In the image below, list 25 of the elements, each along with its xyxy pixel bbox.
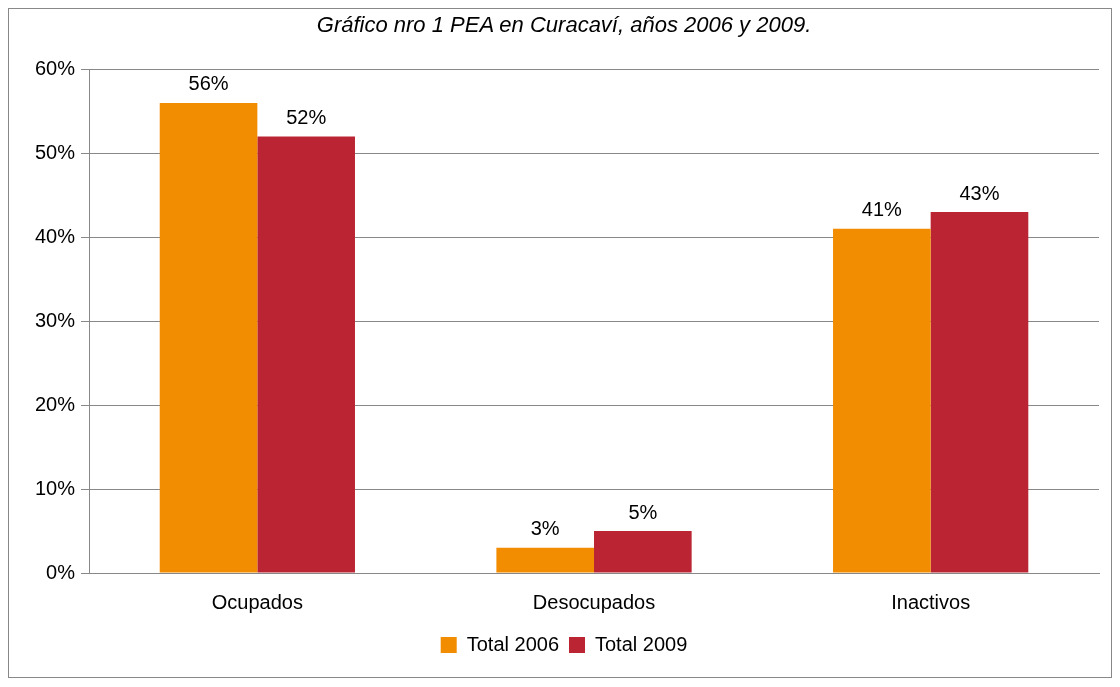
y-tick-label: 60%	[35, 56, 76, 79]
y-tick-label: 0%	[46, 560, 76, 583]
data-label: 56%	[188, 72, 229, 95]
bar	[496, 547, 595, 573]
y-tick-label: 30%	[35, 308, 76, 331]
y-tick-label: 10%	[35, 476, 76, 499]
x-tick-label: Ocupados	[211, 590, 303, 613]
x-tick-label: Desocupados	[532, 590, 656, 613]
data-label: 43%	[959, 181, 1000, 204]
bar	[833, 228, 931, 573]
bar	[930, 212, 1029, 573]
chart-title: Gráfico nro 1 PEA en Curacaví, años 2006 y 2009.	[316, 12, 812, 38]
x-tick-label: Inactivos	[891, 590, 971, 613]
data-label: 5%	[628, 500, 658, 523]
y-tick-label: 50%	[35, 140, 76, 163]
data-label: 3%	[530, 517, 560, 540]
bar	[594, 531, 692, 573]
data-label: 41%	[861, 198, 903, 221]
legend-label: Total 2006	[466, 632, 559, 655]
y-tick-label: 20%	[35, 392, 76, 415]
bar	[257, 136, 355, 573]
legend-label: Total 2009	[595, 632, 688, 655]
bar	[159, 102, 258, 573]
y-tick-label: 40%	[35, 224, 76, 247]
data-label: 52%	[286, 106, 327, 129]
